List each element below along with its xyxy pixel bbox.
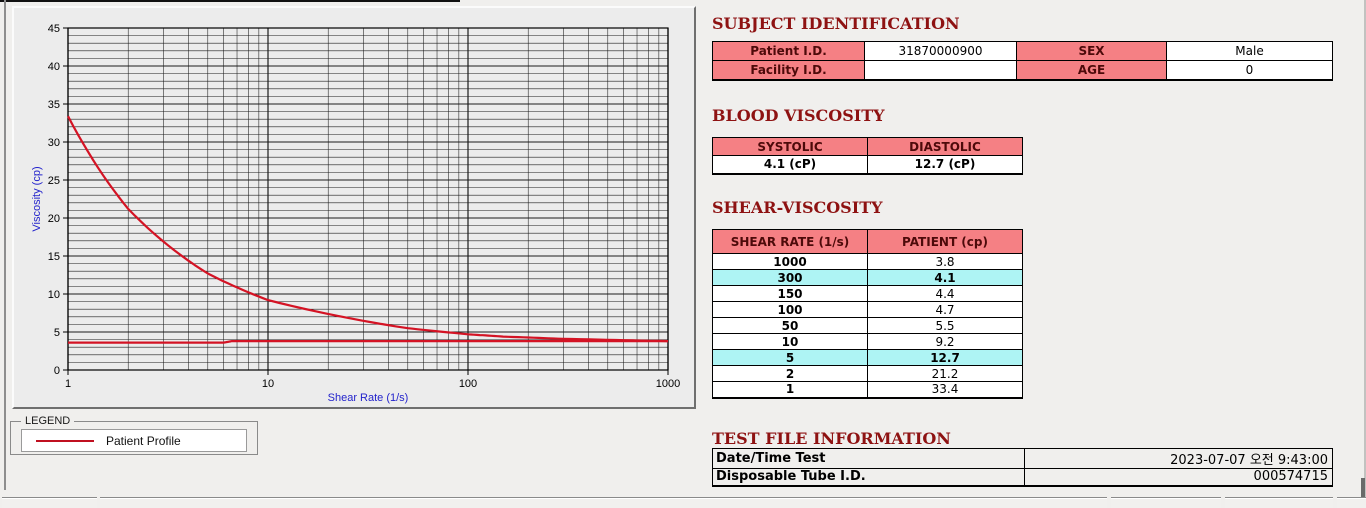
window-corner-grip [1361,478,1365,508]
table-row: Patient I.D. 31870000900 SEX Male [712,41,1333,61]
bottom-panel-fragment [1337,497,1366,508]
shear-rate-value: 100 [712,301,868,318]
shear-viscosity-row: 1000 3.8 [712,253,1023,270]
patient-profile-line-swatch [36,439,94,442]
patient-cp-value: 12.7 [867,349,1023,366]
bottom-panel-fragment [1225,497,1333,508]
legend-caption: LEGEND [21,415,75,427]
patient-cp-header: PATIENT (cp) [867,229,1023,254]
svg-text:25: 25 [48,175,60,187]
legend-entry: Patient Profile [21,429,247,452]
svg-text:10: 10 [262,378,274,390]
bottom-panel-fragment [2,497,97,508]
patient-cp-value: 3.8 [867,253,1023,270]
test-file-information-table: Date/Time Test 2023-07-07 오전 9:43:00 Dis… [712,448,1333,487]
patient-cp-value: 33.4 [867,381,1023,398]
window-right-border [1364,0,1366,508]
svg-text:1: 1 [65,378,71,390]
svg-text:15: 15 [48,251,60,263]
shear-viscosity-table: SHEAR RATE (1/s) PATIENT (cp) 1000 3.8 300… [712,229,1023,399]
svg-text:45: 45 [48,23,60,35]
patient-cp-value: 9.2 [867,333,1023,350]
sex-value: Male [1166,41,1333,61]
svg-text:35: 35 [48,99,60,111]
patient-id-label: Patient I.D. [712,41,865,61]
table-row: 4.1 (cP) 12.7 (cP) [712,155,1023,174]
age-value: 0 [1166,60,1333,80]
shear-rate-value: 300 [712,269,868,286]
date-time-test-value: 2023-07-07 오전 9:43:00 [1024,448,1333,469]
window-top-border [0,0,460,2]
patient-cp-value: 21.2 [867,365,1023,382]
shear-rate-value: 5 [712,349,868,366]
shear-rate-header: SHEAR RATE (1/s) [712,229,868,254]
window-left-border [4,0,6,490]
shear-viscosity-row: 150 4.4 [712,285,1023,302]
bottom-panel-fragment [1111,497,1221,508]
bottom-panel-fragment [100,497,1107,508]
table-row: SYSTOLIC DIASTOLIC [712,137,1023,156]
viscosity-chart: 0 5 10 15 20 25 30 35 40 45 1 10 100 1000 Shear Rate (… [31,23,680,404]
shear-viscosity-row: 5 12.7 [712,349,1023,366]
table-row: Disposable Tube I.D. 000574715 [712,468,1333,487]
shear-viscosity-row: 1 33.4 [712,381,1023,398]
table-row: SHEAR RATE (1/s) PATIENT (cp) [712,229,1023,254]
svg-text:30: 30 [48,137,60,149]
patient-cp-value: 4.1 [867,269,1023,286]
systolic-header: SYSTOLIC [712,137,868,156]
svg-text:5: 5 [54,327,60,339]
sex-label: SEX [1016,41,1167,61]
svg-text:10: 10 [48,289,60,301]
patient-cp-value: 4.4 [867,285,1023,302]
shear-viscosity-row: 100 4.7 [712,301,1023,318]
diastolic-value: 12.7 (cP) [867,155,1023,174]
patient-cp-value: 4.7 [867,301,1023,318]
table-row: Facility I.D. AGE 0 [712,60,1333,80]
legend-entry-label: Patient Profile [106,433,181,448]
patient-id-value: 31870000900 [864,41,1017,61]
test-file-information-title: TEST FILE INFORMATION [712,429,951,448]
disposable-tube-id-value: 000574715 [1024,468,1333,487]
svg-text:0: 0 [54,365,60,377]
age-label: AGE [1016,60,1167,80]
shear-rate-value: 2 [712,365,868,382]
shear-rate-value: 1 [712,381,868,398]
blood-viscosity-table: SYSTOLIC DIASTOLIC 4.1 (cP) 12.7 (cP) [712,137,1023,175]
shear-rate-value: 1000 [712,253,868,270]
shear-rate-value: 10 [712,333,868,350]
blood-viscosity-title: BLOOD VISCOSITY [712,106,885,125]
svg-text:20: 20 [48,213,60,225]
patient-cp-value: 5.5 [867,317,1023,334]
shear-viscosity-row: 50 5.5 [712,317,1023,334]
systolic-value: 4.1 (cP) [712,155,868,174]
shear-rate-value: 150 [712,285,868,302]
svg-text:Viscosity (cp): Viscosity (cp) [31,166,43,231]
shear-rate-value: 50 [712,317,868,334]
table-row: Date/Time Test 2023-07-07 오전 9:43:00 [712,448,1333,469]
diastolic-header: DIASTOLIC [867,137,1023,156]
facility-id-value [864,60,1017,80]
shear-viscosity-row: 300 4.1 [712,269,1023,286]
facility-id-label: Facility I.D. [712,60,865,80]
svg-text:100: 100 [459,378,477,390]
date-time-test-label: Date/Time Test [712,448,1025,469]
subject-identification-table: Patient I.D. 31870000900 SEX Male Facili… [712,41,1333,81]
svg-text:Shear Rate (1/s): Shear Rate (1/s) [328,392,409,404]
svg-text:40: 40 [48,61,60,73]
legend-groupbox: LEGEND Patient Profile [10,415,258,455]
svg-text:1000: 1000 [656,378,680,390]
subject-identification-title: SUBJECT IDENTIFICATION [712,14,960,33]
shear-viscosity-row: 10 9.2 [712,333,1023,350]
disposable-tube-id-label: Disposable Tube I.D. [712,468,1025,487]
shear-viscosity-title: SHEAR-VISCOSITY [712,198,883,217]
shear-viscosity-row: 2 21.2 [712,365,1023,382]
viscosity-chart-panel: 0 5 10 15 20 25 30 35 40 45 1 10 100 1000 Shear Rate (… [12,6,696,409]
